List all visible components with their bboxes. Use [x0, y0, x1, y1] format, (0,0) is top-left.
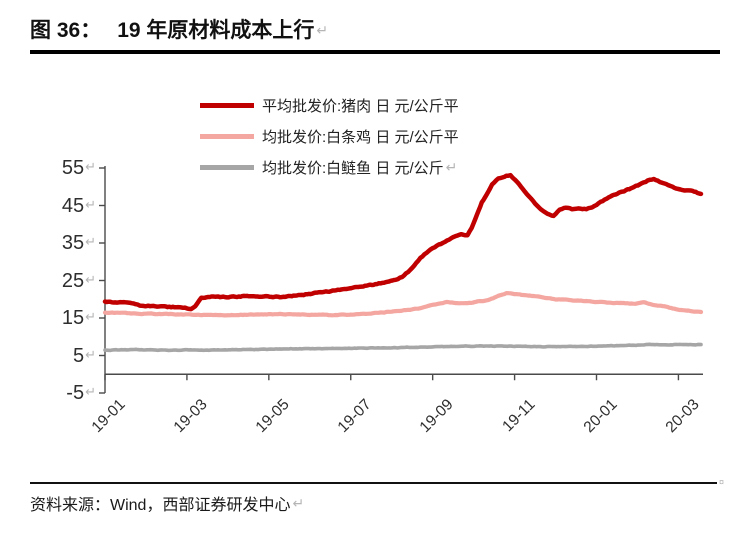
y-tick-label: 25↵: [61, 269, 96, 292]
paragraph-mark-icon: ↵: [85, 196, 96, 212]
paragraph-mark-icon: ↵: [85, 309, 96, 324]
paragraph-mark-icon: ↵: [85, 346, 96, 362]
footer-divider: [30, 482, 717, 484]
source-text: 资料来源：Wind，西部证券研发中心: [30, 497, 291, 514]
paragraph-mark-icon: ↵: [85, 384, 96, 399]
figure-number: 图 36：: [30, 19, 102, 42]
paragraph-mark-icon: ↵: [292, 495, 305, 511]
y-tick-label: -5↵: [66, 382, 96, 404]
pork-line-swatch: [200, 103, 254, 108]
chicken-line-swatch: [200, 134, 254, 139]
paragraph-mark-icon: ↵: [85, 234, 96, 249]
series-line-2: [103, 342, 703, 353]
series-line-0: [102, 172, 704, 312]
paragraph-mark-icon: ↵: [85, 159, 96, 174]
y-tick-label: 35↵: [61, 232, 96, 254]
legend-label-fish: 均批发价:白鲢鱼 日 元/公斤: [262, 160, 444, 177]
series-line-1: [102, 291, 704, 318]
y-tick-label: 45↵: [61, 194, 96, 217]
paragraph-mark-icon: ↵: [316, 22, 329, 38]
chart-legend: 平均批发价:猪肉 日 元/公斤平 均批发价:白条鸡 日 元/公斤平 均批发价:白…: [200, 90, 459, 183]
legend-item-pork: 平均批发价:猪肉 日 元/公斤平: [200, 90, 459, 121]
legend-item-fish: 均批发价:白鲢鱼 日 元/公斤 ↵: [200, 152, 459, 183]
fish-line-swatch: [200, 165, 254, 170]
title-underline: [30, 50, 720, 54]
figure-title-text: 19 年原材料成本上行: [117, 19, 315, 42]
paragraph-mark-icon: ↵: [85, 271, 96, 287]
cell-end-mark-icon: ¤: [719, 477, 725, 487]
figure-title: 图 36： 19 年原材料成本上行 ↵: [30, 14, 328, 44]
legend-label-pork: 平均批发价:猪肉 日 元/公斤平: [262, 98, 459, 115]
legend-item-chicken: 均批发价:白条鸡 日 元/公斤平: [200, 121, 459, 152]
y-tick-label: 15↵: [61, 307, 96, 329]
source-line: 资料来源：Wind，西部证券研发中心 ↵: [30, 491, 304, 515]
legend-label-chicken: 均批发价:白条鸡 日 元/公斤平: [262, 129, 459, 146]
paragraph-mark-icon: ↵: [445, 159, 458, 175]
y-tick-label: 55↵: [61, 157, 96, 179]
y-tick-label: 5↵: [72, 344, 96, 367]
